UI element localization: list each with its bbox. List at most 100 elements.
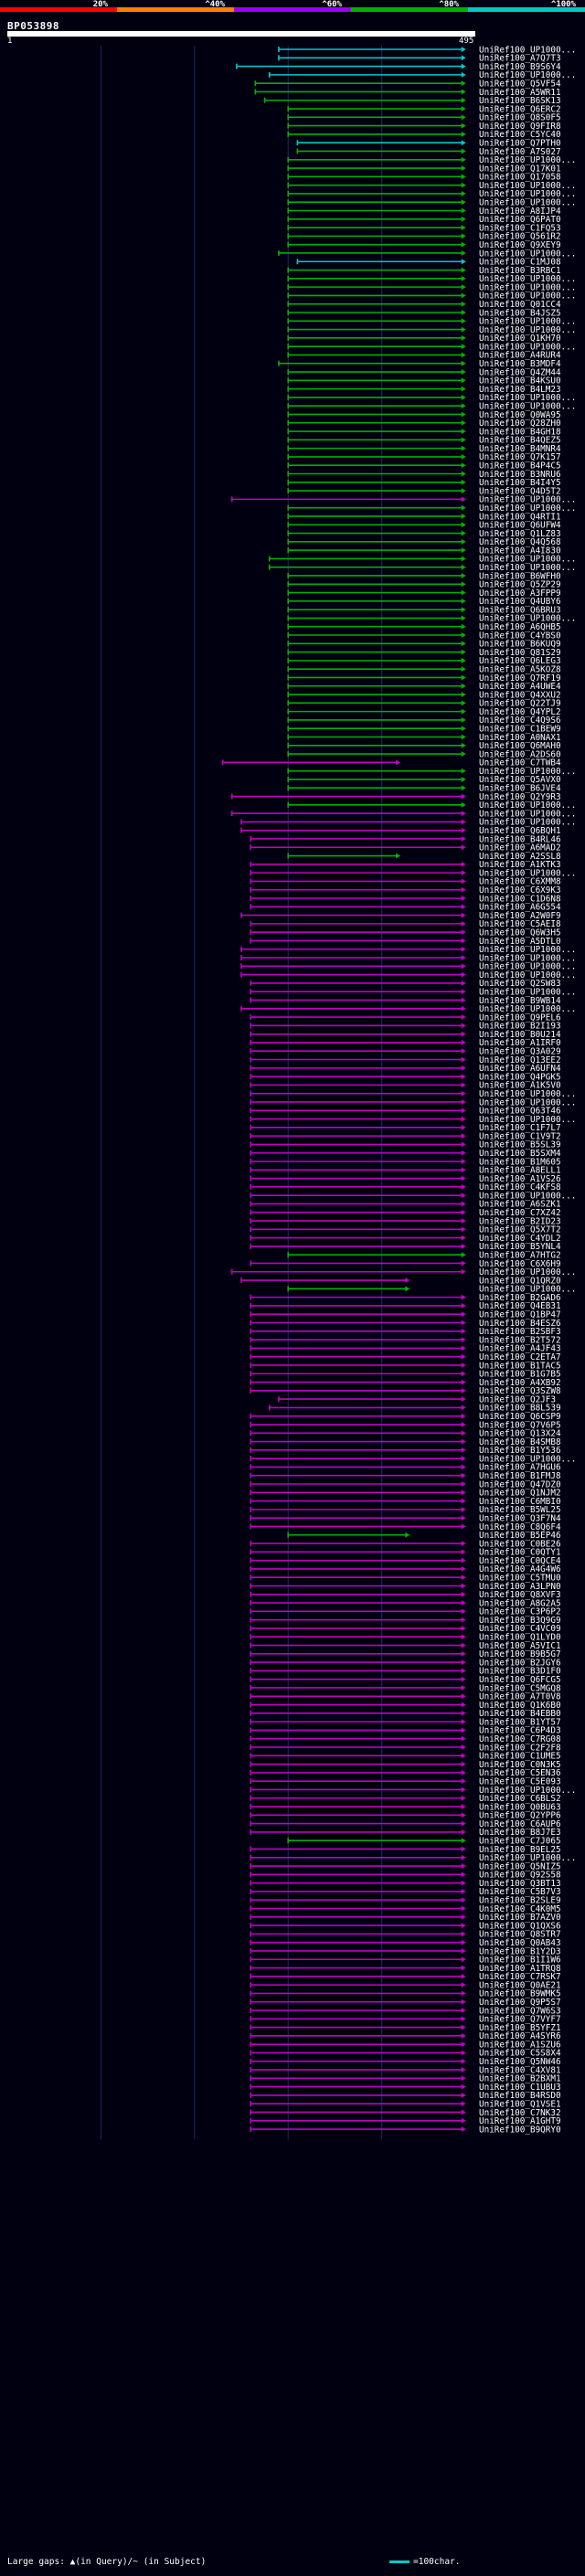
hit-label[interactable]: UniRef100_B3NRU6 — [479, 470, 561, 480]
hit-label[interactable]: UniRef100_B4I4Y5 — [479, 478, 561, 488]
hit-label[interactable]: UniRef100_B2ID23 — [479, 1216, 561, 1226]
hit-label[interactable]: UniRef100_UP1000... — [479, 1786, 576, 1796]
hit-label[interactable]: UniRef100_B8J7E3 — [479, 1828, 561, 1838]
hit-label[interactable]: UniRef100_C4K0M5 — [479, 1904, 561, 1914]
hit-label[interactable]: UniRef100_B9WB14 — [479, 996, 561, 1006]
hit-label[interactable]: UniRef100_A7HGU6 — [479, 1463, 561, 1473]
hit-label[interactable]: UniRef100_UP1000... — [479, 563, 576, 573]
hit-label[interactable]: UniRef100_Q8STR7 — [479, 1930, 561, 1940]
hit-label[interactable]: UniRef100_B5YFZ1 — [479, 2023, 561, 2033]
hit-label[interactable]: UniRef100_A4SYR6 — [479, 2031, 561, 2041]
hit-label[interactable]: UniRef100_Q63T46 — [479, 1107, 561, 1117]
hit-label[interactable]: UniRef100_Q81S29 — [479, 648, 561, 658]
hit-label[interactable]: UniRef100_UP1000... — [479, 1191, 576, 1201]
hit-label[interactable]: UniRef100_UP1000... — [479, 809, 576, 819]
hit-label[interactable]: UniRef100_A7HTG2 — [479, 1250, 561, 1260]
hit-label[interactable]: UniRef100_UP1000... — [479, 962, 576, 972]
hit-label[interactable]: UniRef100_B1M605 — [479, 1157, 561, 1167]
hit-label[interactable]: UniRef100_A2SSL8 — [479, 852, 561, 862]
hit-label[interactable]: UniRef100_C1UME5 — [479, 1752, 561, 1762]
hit-label[interactable]: UniRef100_A6SZK1 — [479, 1200, 561, 1210]
hit-label[interactable]: UniRef100_A5WR11 — [479, 88, 561, 98]
hit-label[interactable]: UniRef100_B2T572 — [479, 1335, 561, 1345]
hit-label[interactable]: UniRef100_Q1VSE1 — [479, 2099, 561, 2109]
hit-label[interactable]: UniRef100_UP1000... — [479, 818, 576, 828]
hit-label[interactable]: UniRef100_B2BXM1 — [479, 2074, 561, 2084]
hit-label[interactable]: UniRef100_B4RSD0 — [479, 2091, 561, 2101]
hit-label[interactable]: UniRef100_C0QCE4 — [479, 1556, 561, 1566]
hit-label[interactable]: UniRef100_Q8S0F5 — [479, 113, 561, 123]
hit-label[interactable]: UniRef100_A8IJP4 — [479, 207, 561, 217]
hit-label[interactable]: UniRef100_B1YT57 — [479, 1717, 561, 1727]
hit-label[interactable]: UniRef100_A1GHT9 — [479, 2116, 561, 2126]
hit-label[interactable]: UniRef100_Q5X7T2 — [479, 1225, 561, 1235]
hit-label[interactable]: UniRef100_B1Y536 — [479, 1446, 561, 1456]
hit-label[interactable]: UniRef100_UP1000... — [479, 393, 576, 403]
hit-label[interactable]: UniRef100_UP1000... — [479, 292, 576, 302]
hit-label[interactable]: UniRef100_C5MGQ8 — [479, 1683, 561, 1693]
hit-label[interactable]: UniRef100_B1G7B5 — [479, 1370, 561, 1380]
hit-label[interactable]: UniRef100_Q4PGK5 — [479, 1072, 561, 1082]
hit-label[interactable]: UniRef100_Q0AE21 — [479, 1980, 561, 1990]
hit-label[interactable]: UniRef100_A2W0F9 — [479, 911, 561, 921]
hit-label[interactable]: UniRef100_Q9XEY9 — [479, 240, 561, 250]
hit-label[interactable]: UniRef100_Q1LYD0 — [479, 1633, 561, 1643]
hit-label[interactable]: UniRef100_UP1000... — [479, 70, 576, 80]
hit-label[interactable]: UniRef100_Q5NW46 — [479, 2057, 561, 2067]
hit-label[interactable]: UniRef100_UP1000... — [479, 325, 576, 335]
hit-label[interactable]: UniRef100_Q7V6P5 — [479, 1420, 561, 1430]
hit-label[interactable]: UniRef100_UP1000... — [479, 1853, 576, 1863]
hit-label[interactable]: UniRef100_Q561R2 — [479, 232, 561, 242]
hit-label[interactable]: UniRef100_UP1000... — [479, 282, 576, 292]
hit-label[interactable]: UniRef100_C7RSK7 — [479, 1972, 561, 1982]
hit-label[interactable]: UniRef100_A3FPP9 — [479, 588, 561, 599]
hit-label[interactable]: UniRef100_B4QEZ5 — [479, 436, 561, 446]
hit-label[interactable]: UniRef100_B2SLE9 — [479, 1896, 561, 1906]
hit-label[interactable]: UniRef100_UP1000... — [479, 249, 576, 259]
hit-label[interactable]: UniRef100_C2F2F8 — [479, 1743, 561, 1753]
hit-label[interactable]: UniRef100_UP1000... — [479, 953, 576, 963]
hit-label[interactable]: UniRef100_Q0BU63 — [479, 1802, 561, 1812]
hit-label[interactable]: UniRef100_B6SK13 — [479, 96, 561, 106]
hit-label[interactable]: UniRef100_Q6MAH0 — [479, 741, 561, 751]
hit-label[interactable]: UniRef100_Q1LZ83 — [479, 529, 561, 539]
hit-label[interactable]: UniRef100_UP1000... — [479, 504, 576, 514]
hit-label[interactable]: UniRef100_Q1NJM2 — [479, 1489, 561, 1499]
hit-label[interactable]: UniRef100_B9S6Y4 — [479, 62, 561, 72]
hit-label[interactable]: UniRef100_Q13X24 — [479, 1429, 561, 1439]
hit-label[interactable]: UniRef100_B3RBC1 — [479, 266, 561, 276]
hit-label[interactable]: UniRef100_A2DS60 — [479, 749, 561, 759]
hit-label[interactable]: UniRef100_B9B5G7 — [479, 1649, 561, 1659]
hit-label[interactable]: UniRef100_Q5VF54 — [479, 79, 561, 89]
hit-label[interactable]: UniRef100_B6JVE4 — [479, 784, 561, 794]
hit-label[interactable]: UniRef100_Q4Q568 — [479, 537, 561, 547]
hit-label[interactable]: UniRef100_Q2Y9R3 — [479, 792, 561, 802]
hit-label[interactable]: UniRef100_A7S027 — [479, 147, 561, 157]
hit-label[interactable]: UniRef100_C4YDL2 — [479, 1234, 561, 1244]
hit-label[interactable]: UniRef100_UP1000... — [479, 181, 576, 191]
hit-label[interactable]: UniRef100_A5VIC1 — [479, 1641, 561, 1651]
hit-label[interactable]: UniRef100_C7TWB4 — [479, 758, 561, 769]
hit-label[interactable]: UniRef100_A6QHB5 — [479, 622, 561, 632]
hit-label[interactable]: UniRef100_UP1000... — [479, 970, 576, 981]
hit-label[interactable]: UniRef100_Q3BT13 — [479, 1879, 561, 1889]
hit-label[interactable]: UniRef100_Q7PTH0 — [479, 138, 561, 148]
hit-label[interactable]: UniRef100_C6X9K3 — [479, 885, 561, 896]
hit-label[interactable]: UniRef100_UP1000... — [479, 800, 576, 811]
hit-label[interactable]: UniRef100_B4ESZ6 — [479, 1319, 561, 1329]
hit-label[interactable]: UniRef100_C4XV81 — [479, 2065, 561, 2075]
hit-label[interactable]: UniRef100_Q6BRU3 — [479, 605, 561, 615]
hit-label[interactable]: UniRef100_UP1000... — [479, 1267, 576, 1277]
hit-label[interactable]: UniRef100_B2I193 — [479, 1022, 561, 1032]
hit-label[interactable]: UniRef100_A4I830 — [479, 546, 561, 556]
hit-label[interactable]: UniRef100_Q9P5S7 — [479, 1998, 561, 2008]
hit-label[interactable]: UniRef100_B4KSU0 — [479, 376, 561, 387]
hit-label[interactable]: UniRef100_C6BLS2 — [479, 1794, 561, 1804]
hit-label[interactable]: UniRef100_B9WMK5 — [479, 1989, 561, 1999]
hit-label[interactable]: UniRef100_Q17058 — [479, 173, 561, 183]
hit-label[interactable]: UniRef100_UP1000... — [479, 555, 576, 565]
hit-label[interactable]: UniRef100_C6X6H9 — [479, 1259, 561, 1269]
hit-label[interactable]: UniRef100_B5EP46 — [479, 1531, 561, 1541]
hit-label[interactable]: UniRef100_UP1000... — [479, 189, 576, 199]
hit-label[interactable]: UniRef100_A6MAD2 — [479, 843, 561, 853]
